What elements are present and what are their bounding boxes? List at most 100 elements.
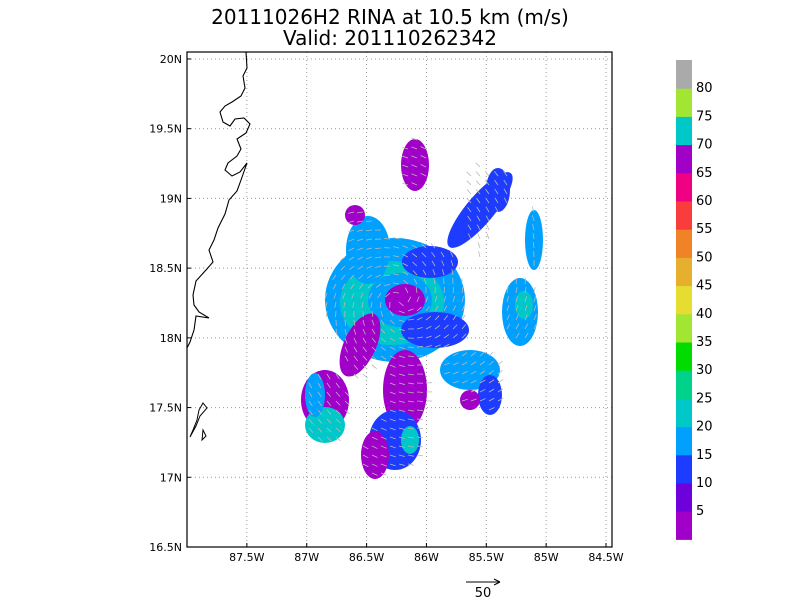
wind-vector bbox=[344, 319, 346, 327]
wind-vector bbox=[515, 332, 520, 339]
reference-vector-label: 50 bbox=[475, 586, 492, 600]
wind-vector bbox=[470, 398, 477, 402]
wind-vector bbox=[533, 314, 537, 321]
wind-vector bbox=[359, 283, 364, 289]
reference-arrow-head bbox=[493, 578, 501, 586]
wind-speed-region bbox=[401, 139, 429, 191]
wind-vector bbox=[442, 269, 445, 276]
wind-vector bbox=[470, 389, 477, 393]
wind-vector bbox=[317, 373, 322, 380]
wind-vector bbox=[524, 287, 527, 294]
wind-vector bbox=[358, 274, 364, 280]
wind-vector bbox=[362, 328, 366, 335]
wind-vector bbox=[389, 373, 396, 377]
wind-vector bbox=[398, 409, 405, 412]
wind-vector bbox=[451, 269, 454, 276]
wind-vector bbox=[380, 418, 387, 422]
wind-vector bbox=[494, 206, 499, 213]
reference-vector: 50 bbox=[466, 578, 501, 600]
colorbar-label: 75 bbox=[696, 109, 713, 124]
wind-vector bbox=[416, 427, 424, 430]
wind-vector bbox=[434, 334, 441, 339]
wind-vector bbox=[335, 409, 341, 415]
coastline-path bbox=[201, 428, 207, 442]
wind-vector bbox=[411, 164, 418, 168]
wind-vector bbox=[479, 351, 485, 357]
wind-vector bbox=[533, 305, 537, 312]
wind-vector bbox=[371, 463, 378, 467]
wind-vector bbox=[380, 337, 386, 343]
wind-vector bbox=[434, 296, 438, 303]
wind-vector bbox=[488, 370, 495, 375]
wind-vector bbox=[421, 243, 427, 249]
wind-vector bbox=[486, 224, 490, 231]
wind-vector bbox=[452, 362, 459, 366]
wind-vector bbox=[340, 256, 346, 261]
wind-vector bbox=[357, 265, 364, 270]
wind-vector bbox=[317, 382, 322, 389]
wind-vector bbox=[380, 445, 387, 449]
wind-vector bbox=[407, 445, 414, 448]
wind-vector bbox=[308, 382, 313, 389]
wind-vector bbox=[344, 400, 350, 406]
wind-vector bbox=[380, 355, 387, 360]
wind-vector bbox=[398, 346, 405, 349]
wind-vector bbox=[389, 355, 396, 359]
wind-vector bbox=[335, 373, 340, 380]
wind-vector bbox=[402, 173, 409, 177]
y-tick-label: 17N bbox=[160, 471, 182, 484]
wind-vector bbox=[416, 336, 423, 339]
wind-vector bbox=[488, 407, 495, 411]
wind-vector bbox=[485, 206, 490, 213]
wind-vector bbox=[443, 362, 450, 366]
wind-vector bbox=[420, 146, 427, 150]
wind-vector bbox=[476, 206, 481, 213]
wind-vector bbox=[443, 277, 445, 285]
wind-vector bbox=[532, 233, 535, 240]
wind-vector bbox=[332, 283, 337, 290]
wind-vector bbox=[389, 310, 394, 317]
wind-vector bbox=[431, 251, 436, 258]
wind-vector bbox=[398, 400, 405, 403]
wind-vector bbox=[398, 328, 405, 332]
y-tick-label: 18N bbox=[160, 332, 182, 345]
wind-vector bbox=[503, 179, 508, 186]
wind-vector bbox=[371, 319, 375, 326]
wind-vector bbox=[479, 361, 486, 366]
colorbar-label: 30 bbox=[696, 363, 713, 378]
wind-vector bbox=[353, 328, 357, 335]
wind-vector bbox=[488, 351, 494, 357]
wind-vector bbox=[475, 180, 481, 186]
y-tick-label: 17.5N bbox=[149, 402, 182, 415]
colorbar-segment bbox=[676, 370, 692, 399]
wind-vector bbox=[467, 215, 472, 222]
x-tick-label: 87.5W bbox=[229, 551, 264, 564]
wind-vector bbox=[367, 283, 373, 289]
wind-vector bbox=[349, 265, 355, 271]
wind-vector bbox=[515, 305, 519, 312]
wind-vector bbox=[348, 247, 355, 252]
y-tick-label: 19.5N bbox=[149, 123, 182, 136]
wind-vector bbox=[353, 346, 358, 353]
wind-vector bbox=[416, 346, 424, 348]
wind-vector bbox=[403, 279, 409, 285]
wind-vector bbox=[475, 162, 481, 168]
wind-vector bbox=[389, 454, 396, 458]
wind-vector bbox=[476, 224, 481, 231]
wind-vector bbox=[335, 427, 341, 433]
wind-vector bbox=[466, 180, 472, 186]
wind-vector bbox=[477, 233, 481, 240]
wind-vector bbox=[357, 229, 364, 232]
wind-vector bbox=[524, 296, 527, 303]
wind-vector bbox=[360, 292, 364, 299]
wind-vector bbox=[506, 323, 511, 330]
wind-vector bbox=[420, 155, 427, 159]
wind-vector bbox=[407, 436, 414, 439]
wind-vector bbox=[475, 189, 481, 195]
wind-vector bbox=[375, 265, 382, 268]
wind-vector bbox=[402, 262, 409, 267]
wind-vector bbox=[366, 265, 373, 269]
wind-vector bbox=[362, 355, 368, 361]
wind-vector bbox=[461, 314, 466, 321]
